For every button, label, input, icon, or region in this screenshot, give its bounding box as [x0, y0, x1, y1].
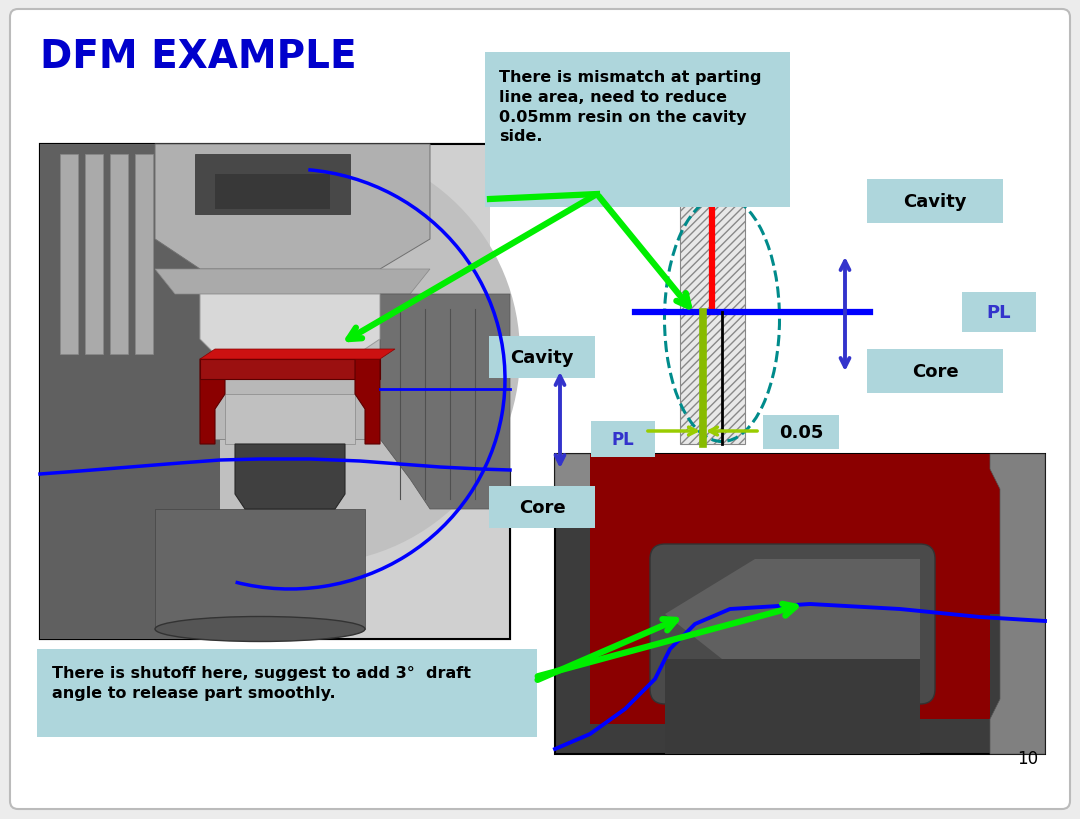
Bar	[195, 155, 350, 215]
Text: Core: Core	[518, 499, 565, 516]
Circle shape	[100, 145, 519, 564]
FancyBboxPatch shape	[650, 545, 935, 704]
Text: 0.05: 0.05	[779, 423, 823, 441]
Bar	[156, 509, 365, 629]
FancyBboxPatch shape	[591, 422, 654, 458]
Ellipse shape	[156, 617, 365, 642]
Bar	[215, 174, 330, 210]
Polygon shape	[156, 145, 430, 269]
Text: There is mismatch at parting
line area, need to reduce
0.05mm resin on the cavit: There is mismatch at parting line area, …	[499, 70, 761, 144]
FancyBboxPatch shape	[485, 53, 789, 208]
Bar	[555, 455, 1045, 754]
Bar	[40, 145, 220, 639]
Text: PL: PL	[611, 431, 634, 449]
Text: PL: PL	[987, 304, 1011, 322]
Polygon shape	[156, 269, 430, 295]
FancyBboxPatch shape	[762, 415, 839, 450]
Bar	[40, 145, 510, 639]
FancyBboxPatch shape	[489, 486, 595, 528]
Bar	[225, 395, 355, 445]
Polygon shape	[235, 445, 345, 509]
Text: Core: Core	[912, 363, 958, 381]
Bar	[920, 455, 990, 719]
Text: DFM EXAMPLE: DFM EXAMPLE	[40, 38, 356, 76]
Polygon shape	[380, 295, 510, 509]
Polygon shape	[665, 559, 920, 689]
Bar	[110, 155, 129, 355]
Bar	[680, 180, 745, 445]
Bar	[135, 155, 153, 355]
Bar	[200, 360, 380, 440]
FancyBboxPatch shape	[867, 350, 1003, 393]
Polygon shape	[990, 455, 1045, 754]
Polygon shape	[200, 350, 395, 360]
Polygon shape	[200, 360, 225, 445]
Text: There is shutoff here, suggest to add 3°  draft
angle to release part smoothly.: There is shutoff here, suggest to add 3°…	[52, 665, 471, 700]
Text: Cavity: Cavity	[510, 349, 573, 367]
FancyBboxPatch shape	[37, 649, 537, 737]
Bar	[665, 659, 920, 754]
Bar	[85, 155, 103, 355]
Bar	[60, 155, 78, 355]
FancyBboxPatch shape	[867, 180, 1003, 224]
FancyBboxPatch shape	[10, 10, 1070, 809]
Bar	[590, 455, 665, 724]
Polygon shape	[200, 360, 380, 379]
Text: 10: 10	[1017, 749, 1038, 767]
Bar	[490, 140, 1050, 469]
Bar	[590, 455, 1005, 614]
Text: Cavity: Cavity	[903, 192, 967, 210]
FancyBboxPatch shape	[962, 292, 1036, 333]
Polygon shape	[355, 360, 380, 445]
FancyBboxPatch shape	[489, 337, 595, 378]
Bar	[40, 145, 510, 639]
Polygon shape	[555, 455, 654, 509]
Polygon shape	[200, 295, 380, 360]
